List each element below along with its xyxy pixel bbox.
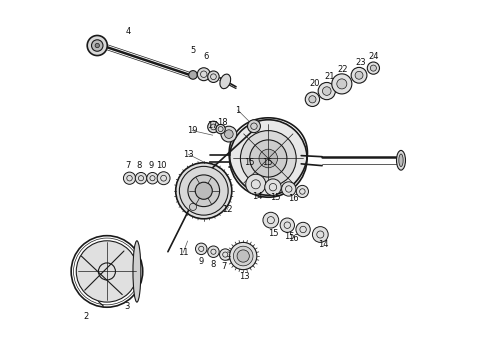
Circle shape [237, 250, 249, 262]
Text: 11: 11 [178, 248, 189, 257]
Text: 23: 23 [355, 58, 366, 67]
Circle shape [368, 62, 379, 74]
Text: 12: 12 [222, 205, 233, 214]
Circle shape [208, 121, 219, 133]
Circle shape [230, 120, 307, 197]
Circle shape [190, 203, 196, 211]
Circle shape [245, 174, 266, 194]
Text: 20: 20 [310, 80, 320, 89]
Circle shape [196, 243, 207, 255]
Ellipse shape [220, 74, 231, 89]
Circle shape [208, 246, 219, 257]
Circle shape [250, 140, 287, 177]
Text: 21: 21 [324, 72, 335, 81]
Text: 24: 24 [369, 52, 379, 61]
Circle shape [309, 96, 316, 103]
Text: 18: 18 [218, 118, 228, 127]
Text: 10: 10 [156, 161, 167, 170]
Text: 5: 5 [191, 46, 196, 55]
Circle shape [313, 226, 328, 242]
Circle shape [233, 246, 253, 266]
Circle shape [195, 182, 212, 199]
Circle shape [282, 182, 296, 196]
Text: 15: 15 [262, 158, 272, 167]
Text: 15: 15 [244, 158, 254, 167]
Circle shape [189, 71, 197, 79]
Circle shape [92, 40, 103, 51]
Circle shape [318, 82, 335, 100]
Ellipse shape [133, 241, 141, 302]
Circle shape [263, 212, 279, 228]
Circle shape [322, 87, 331, 95]
Text: 3: 3 [124, 302, 129, 311]
Text: 15: 15 [270, 193, 281, 202]
Circle shape [305, 92, 319, 107]
Text: 1: 1 [235, 105, 241, 114]
Circle shape [337, 79, 347, 89]
Circle shape [188, 175, 220, 207]
Text: 6: 6 [203, 52, 209, 61]
Circle shape [280, 218, 294, 232]
Text: 8: 8 [210, 260, 216, 269]
Text: 9: 9 [198, 257, 204, 266]
Text: 16: 16 [288, 194, 299, 203]
Circle shape [370, 65, 376, 71]
Text: 16: 16 [288, 234, 299, 243]
Text: 7: 7 [221, 262, 227, 271]
Circle shape [265, 179, 281, 195]
Circle shape [76, 241, 138, 302]
Circle shape [332, 74, 352, 94]
Circle shape [220, 249, 231, 260]
Circle shape [351, 67, 367, 83]
Text: 22: 22 [337, 65, 348, 74]
Circle shape [230, 242, 257, 270]
Text: 15: 15 [268, 229, 278, 238]
Circle shape [147, 172, 158, 184]
Circle shape [197, 68, 210, 81]
Text: 19: 19 [187, 126, 197, 135]
Text: 13: 13 [183, 150, 194, 159]
Circle shape [176, 163, 232, 219]
Circle shape [216, 125, 225, 134]
Circle shape [296, 185, 309, 198]
Circle shape [95, 43, 99, 48]
Circle shape [259, 149, 278, 168]
Circle shape [179, 166, 228, 215]
Circle shape [221, 126, 237, 142]
Ellipse shape [399, 154, 403, 167]
Text: 14: 14 [252, 192, 263, 201]
Circle shape [135, 172, 147, 184]
Circle shape [157, 172, 170, 185]
Text: 4: 4 [126, 27, 131, 36]
Circle shape [296, 222, 310, 237]
Text: 7: 7 [126, 161, 131, 170]
Text: 8: 8 [137, 161, 142, 170]
Text: 13: 13 [239, 271, 249, 280]
Text: 17: 17 [207, 121, 218, 130]
Circle shape [123, 172, 136, 184]
Text: 15: 15 [285, 232, 295, 241]
Text: 2: 2 [84, 312, 89, 321]
Circle shape [87, 36, 107, 55]
Circle shape [224, 130, 233, 138]
Text: 14: 14 [318, 240, 328, 249]
Circle shape [208, 71, 219, 82]
Circle shape [241, 131, 296, 186]
Text: 9: 9 [148, 161, 153, 170]
Circle shape [247, 120, 260, 133]
Ellipse shape [396, 150, 406, 170]
Circle shape [355, 71, 363, 79]
